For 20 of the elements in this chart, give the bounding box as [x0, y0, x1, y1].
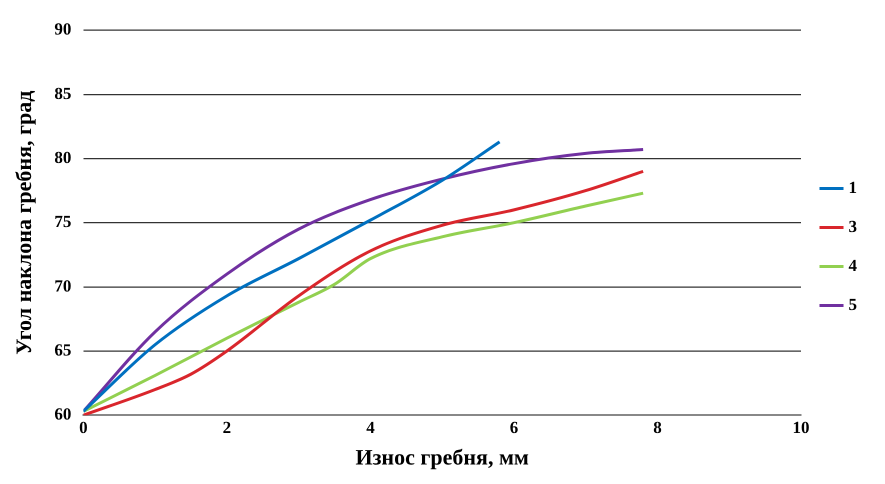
legend-label: 5 [848, 294, 857, 314]
y-tick-label: 70 [54, 276, 72, 296]
legend-label: 1 [848, 178, 857, 197]
y-tick-label: 75 [54, 212, 72, 232]
x-tick-label: 0 [79, 418, 88, 437]
y-axis-title: Угол наклона гребня, град [10, 90, 36, 355]
y-tick-label: 85 [54, 84, 72, 103]
y-tick-label: 80 [54, 148, 72, 167]
x-tick-label: 8 [653, 418, 662, 437]
y-tick-label: 90 [54, 20, 72, 39]
line-series [83, 140, 502, 413]
x-tick-label: 4 [366, 418, 376, 437]
x-tick-label: 6 [510, 418, 518, 437]
legend-label: 3 [848, 216, 857, 236]
y-tick-label: 65 [54, 340, 72, 360]
legend-label: 4 [848, 256, 858, 275]
y-tick-label: 60 [54, 404, 72, 424]
x-axis-title: Износ гребня, мм [355, 444, 529, 470]
x-tick-label: 2 [222, 418, 232, 437]
x-tick-label: 10 [792, 418, 810, 437]
